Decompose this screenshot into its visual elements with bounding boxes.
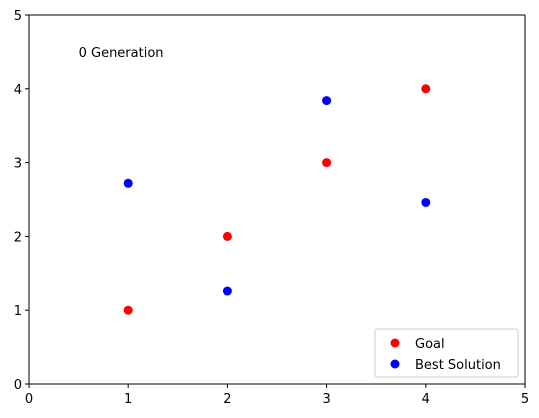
x-tick-label: 1 xyxy=(124,392,132,407)
y-tick-label: 2 xyxy=(14,230,22,245)
best-solution-point xyxy=(222,286,232,296)
goal-point xyxy=(222,231,232,241)
legend-marker-goal xyxy=(390,338,400,348)
y-tick-label: 3 xyxy=(14,157,22,172)
y-tick-label: 4 xyxy=(14,83,22,98)
x-tick-label: 3 xyxy=(322,392,330,407)
goal-point xyxy=(123,305,133,315)
x-tick-label: 4 xyxy=(422,392,430,407)
y-tick-label: 1 xyxy=(14,304,22,319)
goal-point xyxy=(421,84,431,94)
x-tick-label: 2 xyxy=(223,392,231,407)
y-tick-label: 5 xyxy=(14,9,22,24)
y-tick-label: 0 xyxy=(14,378,22,393)
x-tick-label: 0 xyxy=(25,392,33,407)
legend-marker-best-solution xyxy=(390,359,400,369)
legend: Goal Best Solution xyxy=(374,328,519,378)
ticks-layer: 0 1 2 3 4 5 0 1 2 3 4 5 xyxy=(14,9,529,407)
x-tick-label: 5 xyxy=(521,392,529,407)
legend-box xyxy=(374,328,519,378)
points-layer xyxy=(123,84,431,315)
generation-annotation: 0 Generation xyxy=(79,46,164,61)
best-solution-point xyxy=(322,96,332,106)
axes-frame xyxy=(28,14,526,385)
goal-point xyxy=(322,158,332,168)
best-solution-point xyxy=(421,197,431,207)
legend-label-goal: Goal xyxy=(415,337,445,352)
legend-label-best-solution: Best Solution xyxy=(415,358,501,373)
best-solution-point xyxy=(123,178,133,188)
